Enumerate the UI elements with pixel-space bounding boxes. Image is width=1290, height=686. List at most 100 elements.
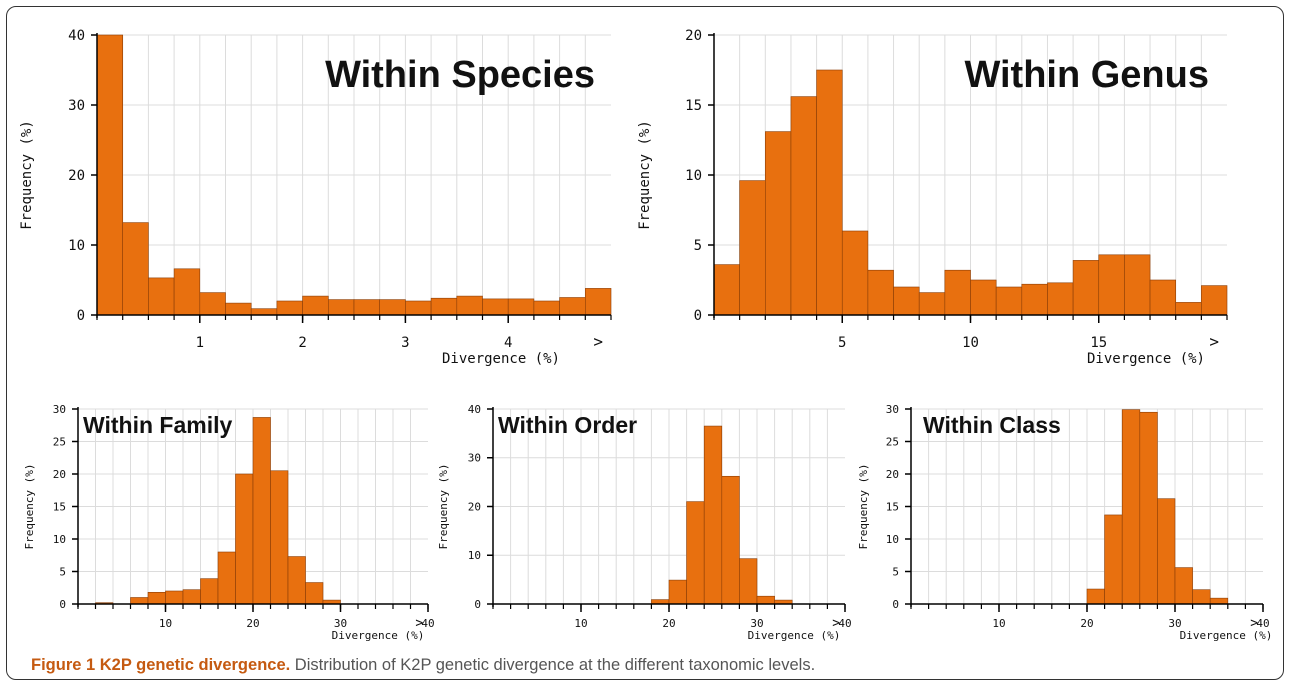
histogram-bar [122, 222, 149, 316]
y-tick-label: 20 [68, 168, 85, 184]
histogram-bar [1124, 254, 1151, 316]
histogram-bar [756, 595, 775, 605]
histogram-bar [1121, 409, 1141, 605]
y-tick-label: 5 [694, 238, 702, 254]
y-tick-label: 0 [474, 598, 481, 611]
chart-panel-3: 0 5 10 15 20 25 30 10 20 30 40>Divergence (%) Frequ… [23, 403, 435, 642]
x-axis-label: Divergence (%) [442, 351, 560, 367]
histogram-bar [713, 264, 740, 316]
histogram-bar [225, 302, 252, 316]
y-tick-label: 30 [468, 452, 481, 465]
chart-panel-5: 0 5 10 15 20 25 30 10 20 30 40>Divergence (%) Frequ… [857, 403, 1272, 642]
y-tick-label: 0 [694, 308, 702, 324]
y-tick-label: 5 [59, 565, 66, 578]
caption-label: Figure 1 K2P genetic divergence. [31, 656, 291, 674]
y-tick-label: 30 [68, 98, 85, 114]
y-tick-label: 25 [53, 435, 66, 448]
figure-frame: 0 10 20 30 40 1 2 3 4 > Divergence (%) Frequency (%… [6, 6, 1284, 680]
histogram-bar [893, 286, 920, 316]
y-axis-label: Frequency (%) [437, 463, 450, 549]
histogram-bar [918, 292, 946, 316]
y-tick-label: 10 [53, 533, 66, 546]
histogram-bar [353, 299, 381, 316]
y-tick-label: 5 [892, 565, 899, 578]
chart-panel-1: 0 10 20 30 40 1 2 3 4 > Divergence (%) Frequency (%… [19, 28, 612, 367]
y-tick-label: 40 [68, 28, 85, 44]
x-overflow-label: > [593, 332, 603, 351]
x-tick-label: 30 [750, 617, 763, 630]
histogram-bar [482, 298, 509, 316]
y-tick-label: 40 [468, 403, 481, 416]
histogram-bar [584, 288, 612, 316]
histogram-bar [995, 286, 1023, 316]
histogram-bar [944, 269, 971, 316]
y-tick-label: 10 [685, 168, 702, 184]
histogram-bar [130, 597, 149, 605]
x-tick-label: 5 [838, 335, 846, 351]
x-tick-label: 10 [574, 617, 587, 630]
x-tick-label: 30 [1168, 617, 1181, 630]
histogram-bar [1086, 588, 1105, 605]
x-tick-label: 10 [159, 617, 172, 630]
y-axis-label: Frequency (%) [857, 463, 870, 549]
x-tick-label: 15 [1090, 335, 1107, 351]
histogram-bar [165, 590, 184, 605]
histogram-bar [302, 295, 329, 316]
x-tick-label: 20 [1080, 617, 1093, 630]
histogram-bar [305, 582, 324, 605]
y-tick-label: 0 [77, 308, 85, 324]
histogram-bar [668, 579, 687, 605]
histogram-bar [147, 591, 166, 605]
histogram-bar [252, 417, 271, 605]
x-tick-label: 30 [334, 617, 347, 630]
histogram-bar [764, 131, 792, 316]
x-tick-label: 2 [298, 335, 306, 351]
x-axis-label: Divergence (%) [1180, 629, 1273, 642]
histogram-bar [867, 269, 894, 316]
histogram-bar [199, 292, 226, 316]
histogram-bar [1139, 411, 1158, 605]
histogram-bar [148, 277, 175, 316]
histogram-bar [1157, 498, 1176, 605]
histogram-bar [1192, 589, 1211, 605]
chart-title: Within Class [923, 412, 1061, 438]
x-tick-label: 40 [421, 617, 434, 630]
histogram-bar [405, 300, 432, 316]
histogram-bar [739, 180, 766, 316]
y-axis-label: Frequency (%) [23, 463, 36, 549]
y-axis-label: Frequency (%) [637, 120, 653, 230]
x-tick-label: 1 [196, 335, 204, 351]
x-axis-label: Divergence (%) [332, 629, 425, 642]
histogram-bar [182, 589, 201, 605]
histogram-bar [235, 473, 254, 605]
y-axis-label: Frequency (%) [19, 120, 35, 230]
histogram-bar [217, 551, 236, 605]
x-tick-label: 20 [662, 617, 675, 630]
histogram-bar [1021, 283, 1048, 316]
histogram-bar [276, 300, 303, 316]
y-tick-label: 10 [886, 533, 899, 546]
y-tick-label: 30 [886, 403, 899, 416]
chart-title: Within Order [498, 412, 637, 438]
x-axis-label: Divergence (%) [748, 629, 841, 642]
x-tick-label: 40 [1256, 617, 1269, 630]
y-tick-label: 15 [886, 500, 899, 513]
x-tick-label: 20 [246, 617, 259, 630]
y-tick-label: 0 [59, 598, 66, 611]
histogram-bar [96, 34, 124, 316]
y-tick-label: 10 [468, 549, 481, 562]
histogram-bar [430, 297, 458, 316]
y-tick-label: 20 [53, 468, 66, 481]
x-tick-label: 4 [504, 335, 512, 351]
y-tick-label: 15 [53, 500, 66, 513]
caption-text: Distribution of K2P genetic divergence a… [290, 656, 816, 674]
histogram-bar [379, 299, 406, 316]
histogram-bar [200, 578, 219, 605]
histogram-bar [559, 297, 586, 316]
y-tick-label: 25 [886, 435, 899, 448]
histogram-bar [721, 475, 740, 605]
chart-title: Within Species [325, 54, 595, 96]
histogram-bar [1201, 285, 1228, 316]
histogram-bar [1098, 254, 1125, 316]
